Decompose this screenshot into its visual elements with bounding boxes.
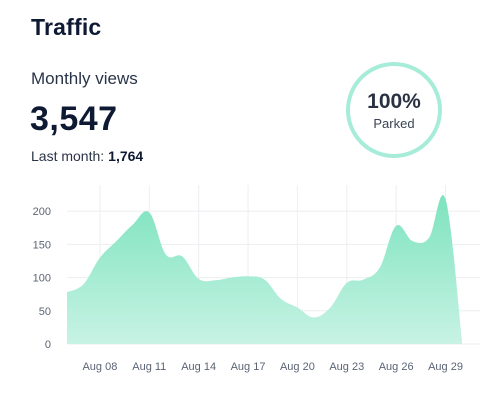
- monthly-views-label: Monthly views: [31, 69, 138, 88]
- x-tick-label: Aug 23: [329, 361, 364, 373]
- x-tick-label: Aug 29: [428, 361, 463, 373]
- x-tick-label: Aug 08: [82, 361, 117, 373]
- x-tick-label: Aug 20: [280, 361, 315, 373]
- y-tick-label: 150: [33, 239, 51, 251]
- x-tick-label: Aug 11: [132, 361, 166, 373]
- last-month-row: Last month: 1,764: [31, 148, 143, 164]
- x-tick-label: Aug 26: [379, 361, 414, 373]
- parked-ring: 100% Parked: [346, 62, 442, 158]
- monthly-views-value: 3,547: [30, 100, 118, 138]
- area-series: [67, 195, 462, 344]
- y-tick-label: 0: [45, 339, 51, 351]
- y-tick-label: 200: [33, 206, 51, 218]
- x-tick-label: Aug 17: [231, 361, 266, 373]
- parked-percent: 100%: [367, 89, 421, 113]
- last-month-value: 1,764: [108, 148, 144, 164]
- parked-label: Parked: [373, 115, 415, 131]
- card-title: Traffic: [31, 14, 102, 40]
- x-tick-label: Aug 14: [181, 361, 216, 373]
- y-tick-label: 50: [39, 306, 51, 318]
- y-tick-label: 100: [33, 273, 51, 285]
- last-month-label: Last month:: [31, 148, 105, 164]
